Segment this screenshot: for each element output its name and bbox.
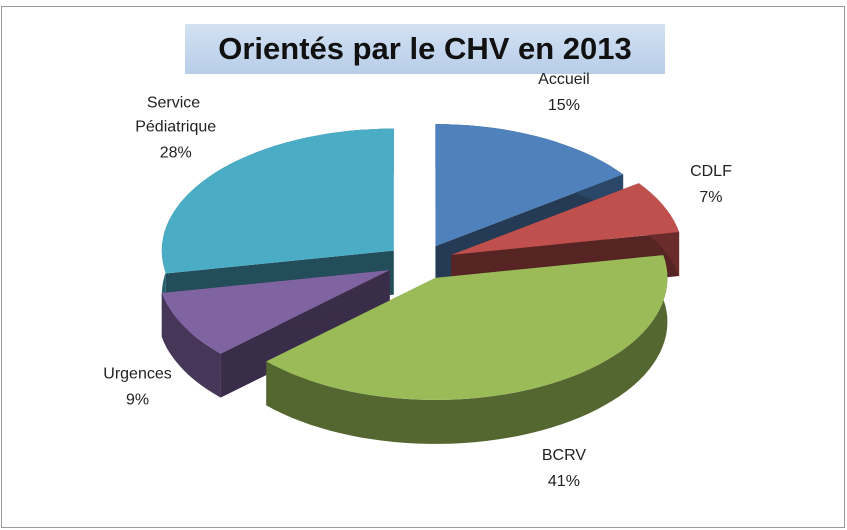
slice	[161, 270, 390, 398]
slice-side	[161, 293, 221, 398]
slice-top	[161, 270, 390, 354]
slice-top	[451, 183, 680, 255]
slice-label: CDLF	[690, 163, 732, 180]
slice-label: Urgences	[103, 366, 171, 383]
chart-title: Orientés par le CHV en 2013	[218, 31, 632, 66]
slice-side	[266, 255, 668, 444]
slice-value-label: 15%	[548, 97, 580, 114]
slice-top	[266, 255, 668, 400]
slice	[266, 255, 668, 444]
label-line: Service	[147, 94, 205, 111]
label-line: Pédiatrique	[135, 118, 216, 135]
slice-label: BCRV	[542, 447, 586, 464]
slice-value-label: 41%	[548, 473, 580, 490]
slice-value-label: 28%	[160, 144, 192, 161]
slice-value-label: 7%	[699, 189, 722, 206]
slice-top	[161, 128, 394, 274]
slice-value-label: 9%	[126, 392, 149, 409]
slice-label: Service Pédiatrique	[135, 94, 216, 135]
chart-border	[1, 6, 845, 528]
slice-top	[435, 124, 624, 247]
slice-label: Accueil	[538, 71, 590, 88]
title-box	[185, 24, 665, 74]
